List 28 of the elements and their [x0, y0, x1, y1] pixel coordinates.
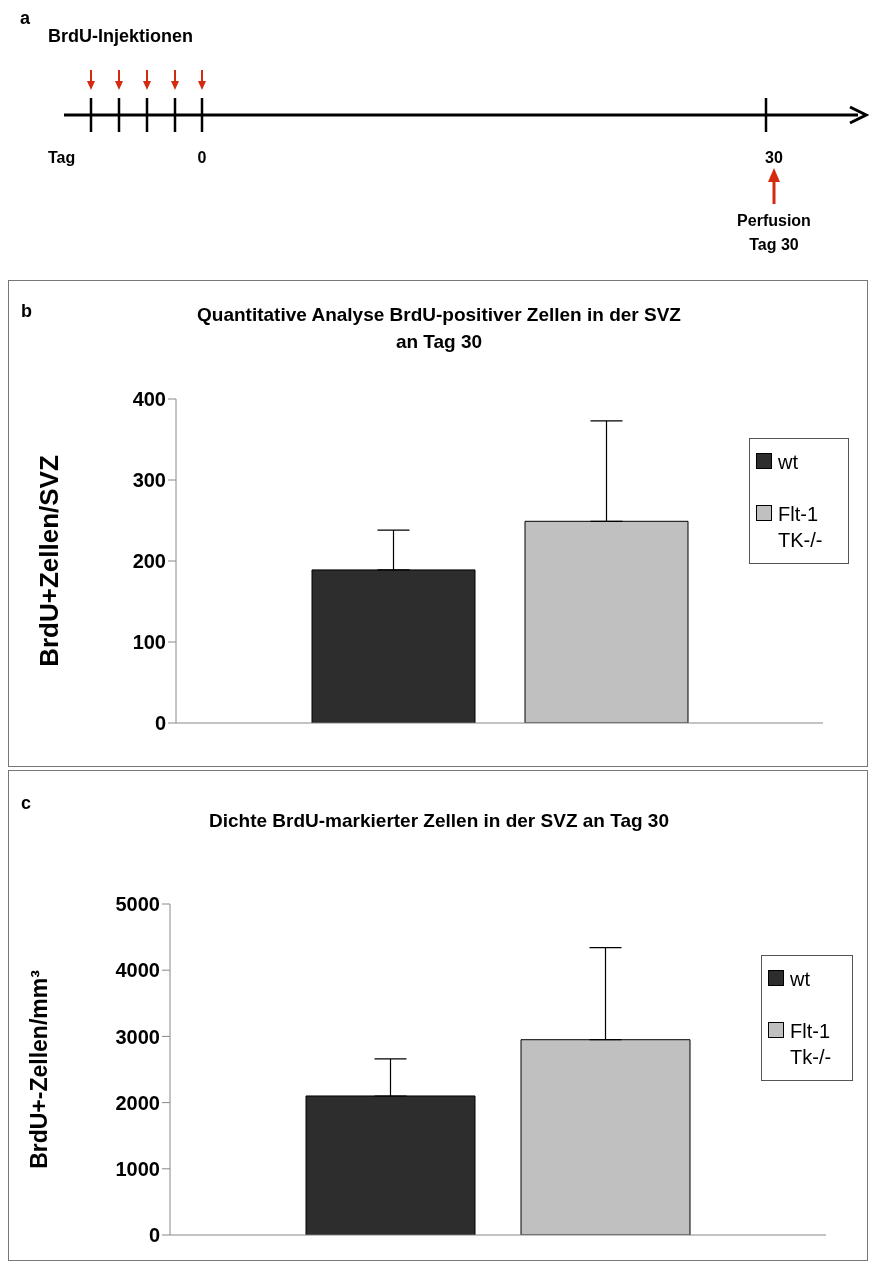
y-tick-label: 300: [132, 469, 166, 492]
y-tick-label: 400: [132, 388, 166, 411]
y-tick-label: 3000: [115, 1025, 160, 1048]
text: b: [21, 301, 32, 322]
y-tick-label: 4000: [115, 959, 160, 982]
text: c: [21, 793, 32, 814]
text: a: [20, 8, 31, 28]
chart-title: Quantitative Analyse BrdU-positiver Zellen in der SVZ an Tag 30: [196, 303, 682, 354]
y-tick-label: 2000: [115, 1091, 160, 1114]
y-tick-label: 0: [154, 712, 166, 735]
y-tick-label: 5000: [115, 893, 160, 916]
text: Tag 30: [749, 236, 799, 253]
legend-label: wt: [778, 450, 799, 475]
y-tick-label: 0: [148, 1224, 160, 1247]
text: Tag: [48, 149, 76, 166]
legend-label: wt: [790, 967, 811, 992]
legend-label: Flt-1 TK-/-: [778, 502, 824, 553]
legend-label: Flt-1 Tk-/-: [790, 1019, 833, 1070]
y-axis-title: BrdU+Zellen/SVZ: [34, 455, 64, 667]
y-axis-title: BrdU+-Zellen/mm³: [26, 969, 52, 1169]
text: BrdU-Injektionen: [48, 26, 194, 46]
y-tick-label: 200: [132, 550, 166, 573]
y-tick-label: 1000: [115, 1157, 160, 1180]
chart-title: Dichte BrdU-markierter Zellen in der SVZ an Tag 30: [208, 809, 670, 833]
y-tick-label: 100: [132, 631, 166, 654]
text: Perfusion: [737, 212, 811, 229]
text: 30: [765, 149, 783, 166]
text: 0: [197, 149, 207, 166]
